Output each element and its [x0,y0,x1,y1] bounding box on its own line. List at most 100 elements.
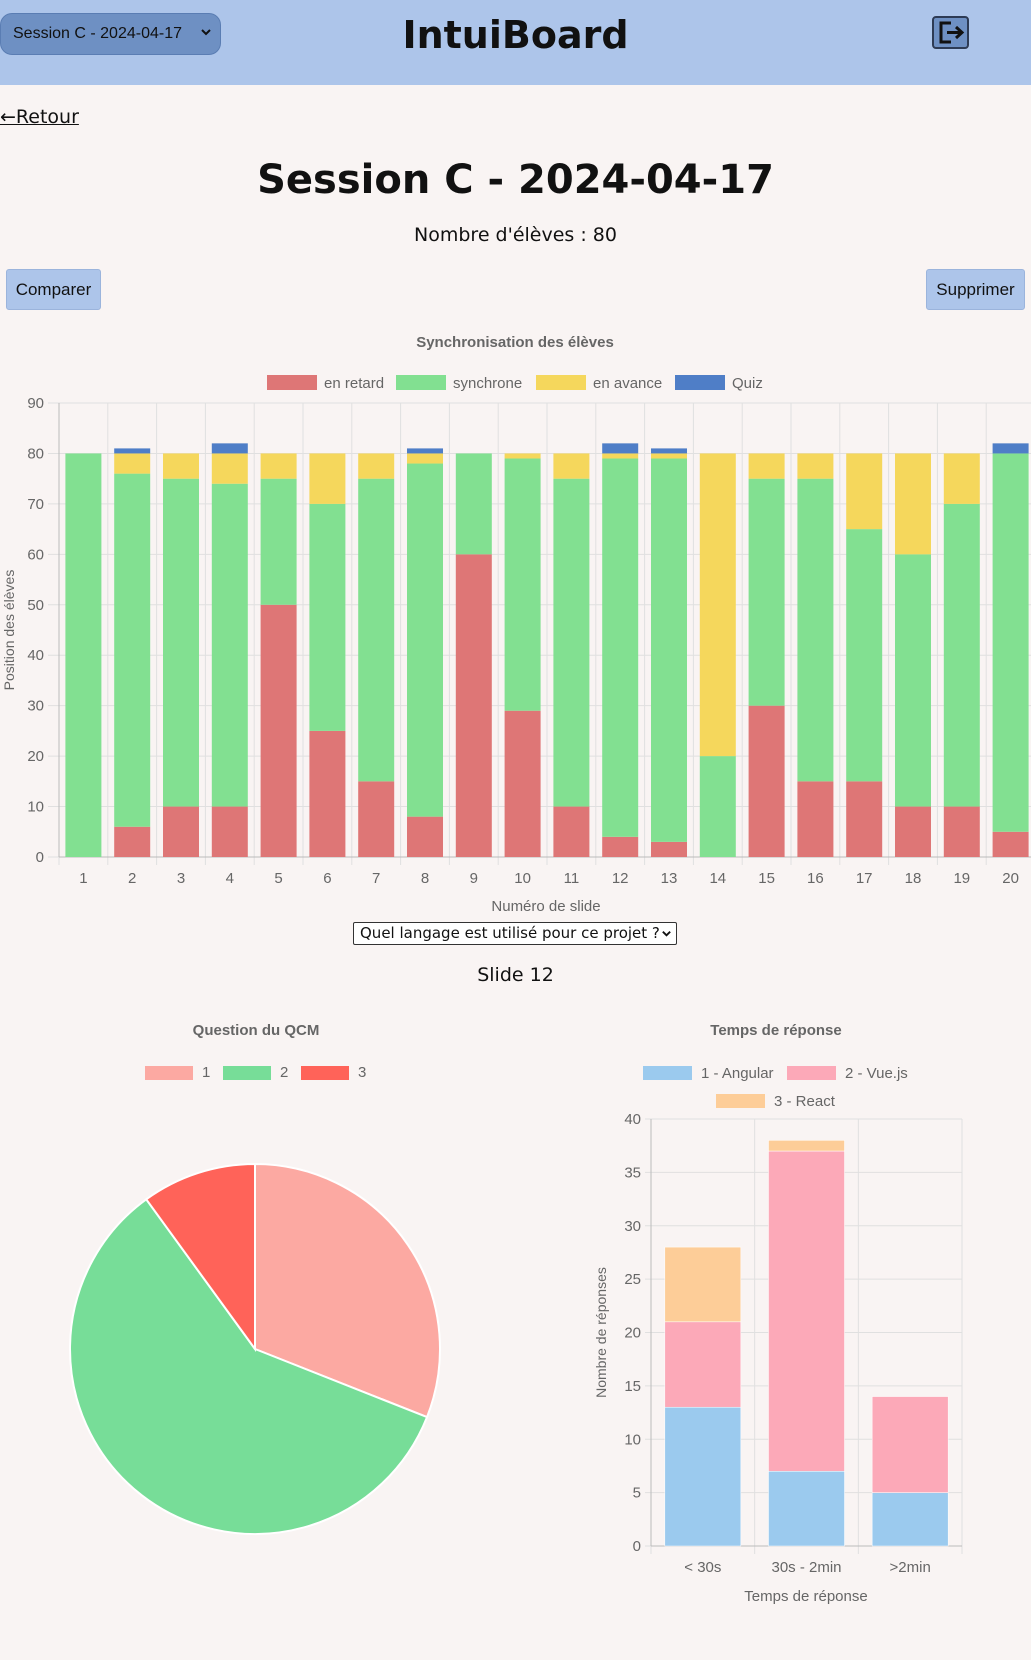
bar-segment [309,453,346,504]
bar-segment [797,478,834,782]
legend-label: 3 - React [774,1093,836,1110]
chevron-down-icon [662,931,671,937]
x-tick-label: 13 [661,870,678,887]
legend-label: 1 [202,1064,210,1081]
pie-slice [144,1162,256,1353]
bar-segment [211,453,248,484]
pie-slice [254,1162,441,1419]
page-title: Session C - 2024-04-17 [257,157,774,203]
bar-segment [846,453,883,530]
bar-segment [768,1140,845,1152]
bar-segment [407,816,443,857]
chart-legend: 1 - Angular 2 - Vue.js 3 - React [643,1065,908,1110]
x-tick-label: 7 [372,870,380,887]
bar-segment [455,453,492,555]
bar-segment [602,836,639,857]
y-tick-label: 60 [27,546,44,563]
top-bar: Session C - 2024-04-17 IntuiBoard [0,0,1031,85]
bar-segment [651,453,687,459]
bar-segment [260,453,297,479]
bar-segment [768,1471,845,1547]
x-tick-label: 14 [709,870,726,887]
legend-label: 2 [280,1064,288,1081]
bar-segment [895,453,931,555]
y-tick-label: 0 [36,849,44,866]
bar-segment [943,503,980,807]
bar-segment [699,756,736,857]
bar-segment [407,463,443,817]
delete-button[interactable]: Supprimer [926,269,1025,310]
session-select[interactable]: Session C - 2024-04-17 [0,13,221,55]
bar-segment [163,806,199,857]
bar-segment [992,443,1029,454]
bar-segment [65,453,102,857]
y-tick-label: 70 [27,496,44,513]
bar-segment [699,453,736,757]
y-axis-label: Position des élèves [1,570,17,691]
bar-segment [748,705,785,857]
bar-segment [504,710,541,857]
bar-segment [504,453,541,459]
y-tick-label: 50 [27,597,44,614]
bar-segment [260,604,297,857]
legend-label: en avance [593,375,662,392]
bar-segment [871,1396,949,1493]
y-tick-label: 10 [624,1431,641,1448]
bar-segment [114,453,151,474]
question-select[interactable]: Quel langage est utilisé pour ce projet … [353,922,677,945]
logout-button[interactable] [932,16,969,49]
x-tick-label: 6 [323,870,331,887]
session-select-value: Session C - 2024-04-17 [13,25,182,42]
bar-segment [664,1321,742,1408]
pie-slice [69,1197,429,1535]
back-link[interactable]: ←Retour [0,106,79,128]
y-tick-label: 25 [624,1271,641,1288]
x-tick-label: 12 [612,870,629,887]
y-tick-label: 30 [27,698,44,715]
bar-segment [602,458,639,837]
legend-swatch [301,1066,349,1080]
bar-segment [664,1406,742,1547]
bar-segment [407,453,443,464]
bar-segment [871,1492,949,1547]
x-tick-label: 17 [856,870,873,887]
y-tick-label: 10 [27,799,44,816]
legend-label: 2 - Vue.js [845,1065,908,1082]
app-title: IntuiBoard [402,13,629,57]
compare-button[interactable]: Comparer [6,269,101,310]
chart-legend: en retard synchrone en avance Quiz [267,375,763,392]
y-tick-label: 80 [27,445,44,462]
chart-title: Temps de réponse [710,1022,841,1039]
bar-segment [768,1150,845,1472]
x-tick-label: 15 [758,870,775,887]
chart-title: Question du QCM [193,1022,320,1039]
bar-segment [895,554,931,807]
bar-segment [211,443,248,454]
y-tick-label: 40 [624,1111,641,1128]
chart-legend: 1 2 3 [145,1064,366,1081]
bar-segment [748,453,785,479]
y-tick-label: 35 [624,1164,641,1181]
legend-swatch [396,375,446,390]
bar-segment [651,841,687,857]
bar-segment [992,453,1029,832]
bar-segment [651,458,687,842]
x-tick-label: < 30s [684,1559,721,1576]
bar-segment [309,730,346,857]
y-tick-label: 30 [624,1218,641,1235]
x-axis-label: Numéro de slide [491,898,600,915]
x-tick-label: 3 [177,870,185,887]
bar-segment [455,554,492,857]
response-time-chart: Temps de réponse 1 - Angular 2 - Vue.js 3 -… [593,1022,963,1605]
bar-segment [748,478,785,706]
legend-swatch [787,1066,836,1080]
bar-segment [358,781,395,857]
y-tick-label: 5 [633,1485,641,1502]
x-tick-label: 16 [807,870,824,887]
bar-segment [114,826,151,857]
x-tick-label: 9 [470,870,478,887]
x-tick-label: 19 [953,870,970,887]
y-tick-label: 15 [624,1378,641,1395]
y-tick-label: 0 [633,1538,641,1555]
bar-segment [260,478,297,605]
